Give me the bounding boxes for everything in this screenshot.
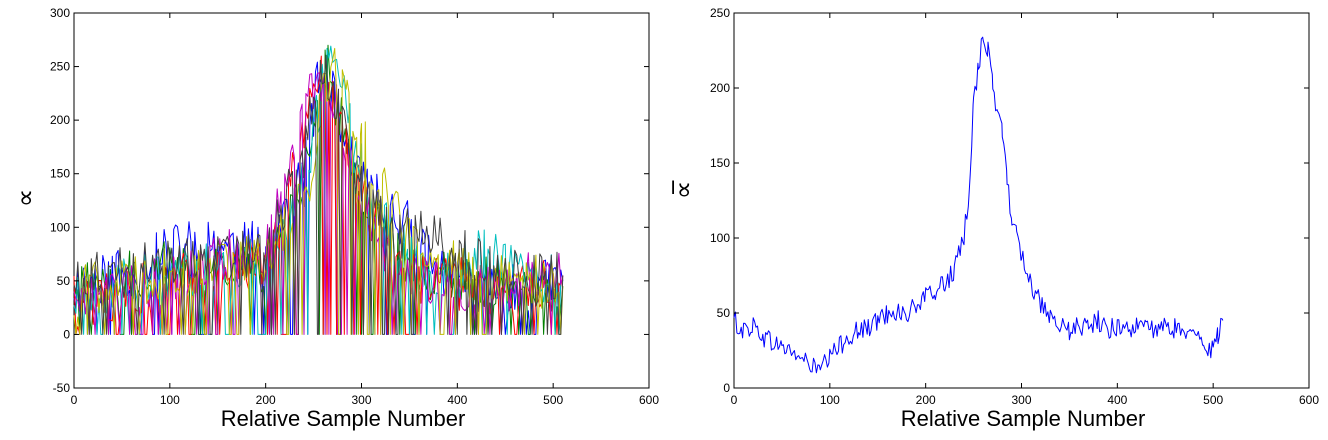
left-series-line-7 bbox=[73, 54, 564, 335]
right-plot-area bbox=[733, 12, 1310, 389]
right-y-tick-label: 100 bbox=[710, 231, 730, 245]
right-y-tick-label: 50 bbox=[717, 306, 731, 320]
left-x-tick-label: 400 bbox=[447, 393, 467, 407]
left-y-tick-label: 50 bbox=[57, 274, 71, 288]
left-x-tick-label: 0 bbox=[71, 393, 78, 407]
left-y-tick-label: 0 bbox=[63, 327, 70, 341]
right-x-tick-label: 500 bbox=[1203, 393, 1223, 407]
left-y-tick-label: 200 bbox=[50, 113, 70, 127]
right-y-tick-label: 150 bbox=[710, 156, 730, 170]
right-x-tick-label: 300 bbox=[1011, 393, 1031, 407]
left-x-tick-label: 300 bbox=[351, 393, 371, 407]
right-y-tick-label: 200 bbox=[710, 81, 730, 95]
left-y-tick-label: 300 bbox=[50, 6, 70, 20]
left-y-tick-label: 150 bbox=[50, 167, 70, 181]
right-x-tick-label: 400 bbox=[1107, 393, 1127, 407]
left-series-line-5 bbox=[73, 72, 564, 335]
right-x-tick-label: 600 bbox=[1299, 393, 1319, 407]
right-x-axis-label: Relative Sample Number bbox=[901, 406, 1146, 431]
right-y-tick-label: 0 bbox=[723, 381, 730, 395]
right-chart: 0 100 200 300 400 500 600 0 50 100 150 200 250 Relat… bbox=[669, 6, 1319, 431]
left-series-line-6 bbox=[73, 47, 564, 335]
left-x-tick-label: 500 bbox=[543, 393, 563, 407]
left-y-tick-label: 100 bbox=[50, 220, 70, 234]
right-axis-ticks: 0 100 200 300 400 500 600 0 50 100 150 200 250 bbox=[710, 6, 1319, 407]
right-y-axis-label: ∝̅ bbox=[669, 180, 699, 200]
right-x-tick-label: 100 bbox=[820, 393, 840, 407]
left-y-tick-label: -50 bbox=[53, 381, 71, 395]
left-series-group bbox=[73, 44, 564, 335]
right-y-tick-label: 250 bbox=[710, 6, 730, 20]
left-y-axis-label: ∝ bbox=[11, 189, 41, 208]
left-x-tick-label: 200 bbox=[256, 393, 276, 407]
left-x-tick-label: 600 bbox=[639, 393, 659, 407]
left-x-tick-label: 100 bbox=[160, 393, 180, 407]
left-y-tick-label: 250 bbox=[50, 60, 70, 74]
right-x-tick-label: 200 bbox=[916, 393, 936, 407]
left-chart: 0 100 200 300 400 500 600-50050100150200250300… bbox=[11, 6, 659, 431]
right-series-group bbox=[733, 36, 1224, 374]
right-x-tick-label: 0 bbox=[731, 393, 738, 407]
left-x-axis-label: Relative Sample Number bbox=[221, 406, 466, 431]
right-series-line-1 bbox=[733, 36, 1224, 374]
